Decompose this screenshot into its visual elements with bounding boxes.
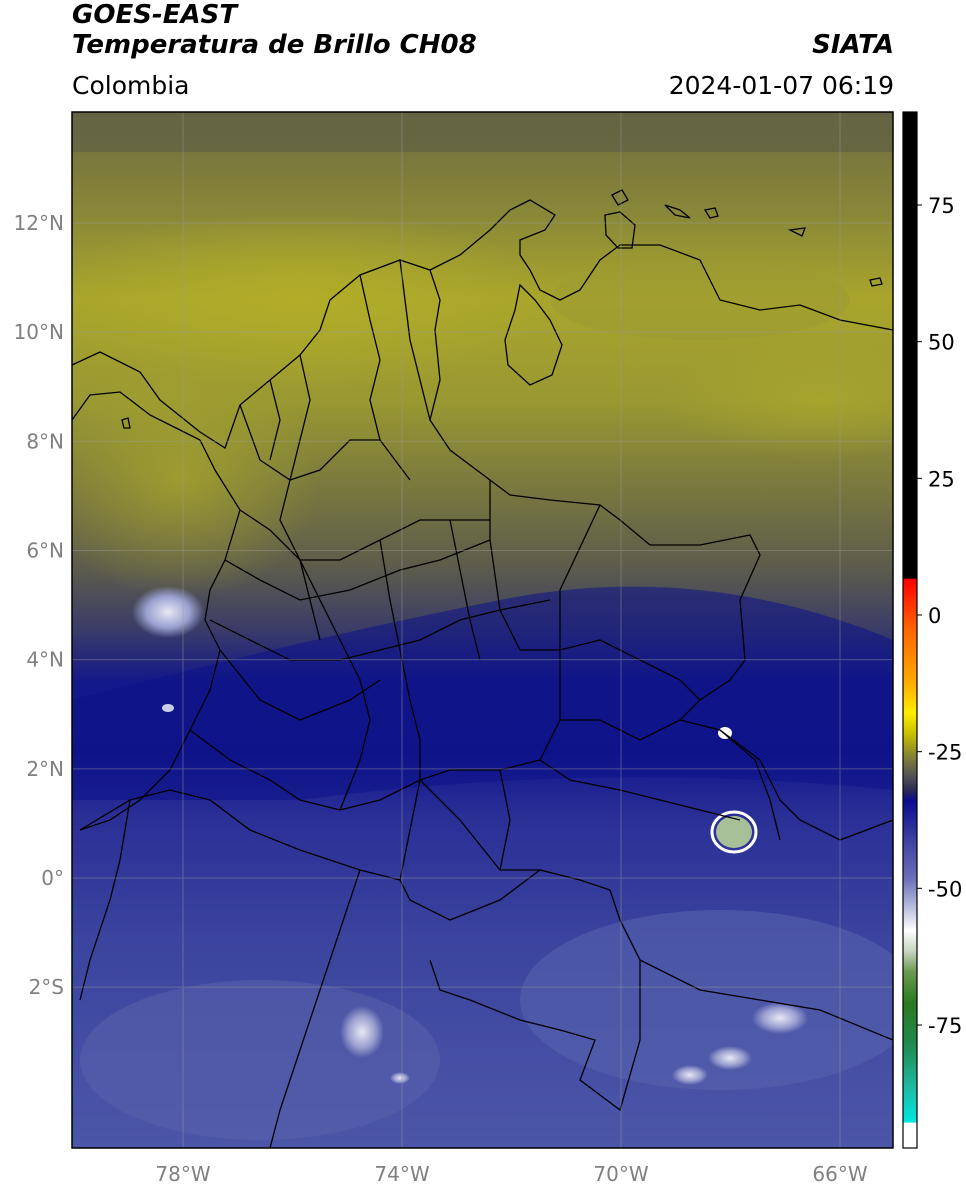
colorbar-tick-label: -50 (928, 877, 962, 901)
colorbar (903, 112, 917, 1148)
colorbar-ticks: 75 50 25 0 -25 -50 -75 (917, 194, 962, 1038)
lat-tick-label: 4°N (26, 648, 64, 672)
cold-cloud-top (716, 816, 752, 848)
colorbar-tick-label: -25 (928, 741, 962, 765)
brightness-temperature-field (72, 112, 893, 1148)
graticule (72, 112, 893, 1148)
colorbar-tick-label: 50 (928, 331, 955, 355)
lat-tick-label: 2°S (29, 975, 64, 999)
colorbar-tick-label: 25 (928, 467, 955, 491)
lat-tick-label: 6°N (26, 539, 64, 563)
satellite-title: GOES-EAST (72, 0, 238, 30)
lat-tick-label: 8°N (26, 429, 64, 453)
timestamp-label: 2024-01-07 06:19 (668, 71, 894, 100)
lon-tick-label: 66°W (812, 1162, 867, 1186)
colorbar-tick-label: 75 (928, 194, 955, 218)
lat-tick-label: 10°N (14, 320, 64, 344)
lon-tick-label: 78°W (155, 1162, 210, 1186)
map-frame (71, 111, 894, 1149)
lat-tick-label: 2°N (26, 757, 64, 781)
boundary-lines (72, 189, 893, 1148)
colorbar-tick-label: -75 (928, 1014, 962, 1038)
longitude-labels: 78°W 74°W 70°W 66°W (155, 1162, 867, 1186)
lon-tick-label: 74°W (374, 1162, 429, 1186)
cold-cloud-top (132, 586, 204, 638)
product-title: Temperatura de Brillo CH08 (72, 30, 477, 60)
latitude-labels: 12°N 10°N 8°N 6°N 4°N 2°N 0° 2°S (14, 211, 64, 999)
brand-label: SIATA (812, 30, 894, 60)
lon-tick-label: 70°W (593, 1162, 648, 1186)
colorbar-tick-label: 0 (928, 604, 941, 628)
lat-tick-label: 12°N (14, 211, 64, 235)
region-label: Colombia (72, 71, 190, 100)
cold-cloud-top (340, 1006, 384, 1058)
lat-tick-label: 0° (41, 866, 64, 890)
